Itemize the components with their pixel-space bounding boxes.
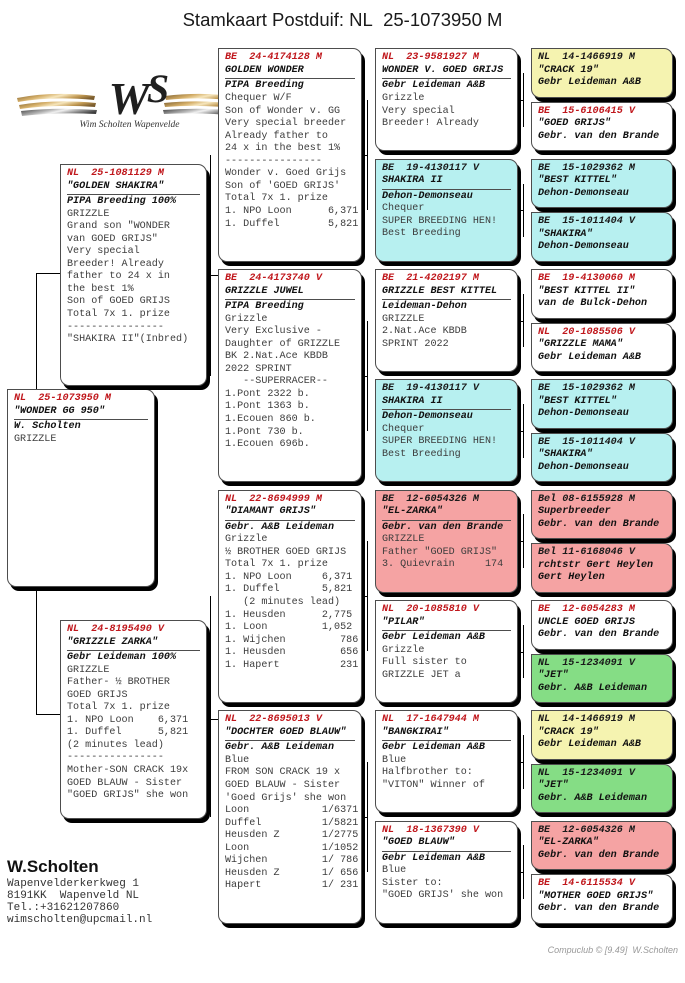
- svg-text:S: S: [147, 66, 169, 111]
